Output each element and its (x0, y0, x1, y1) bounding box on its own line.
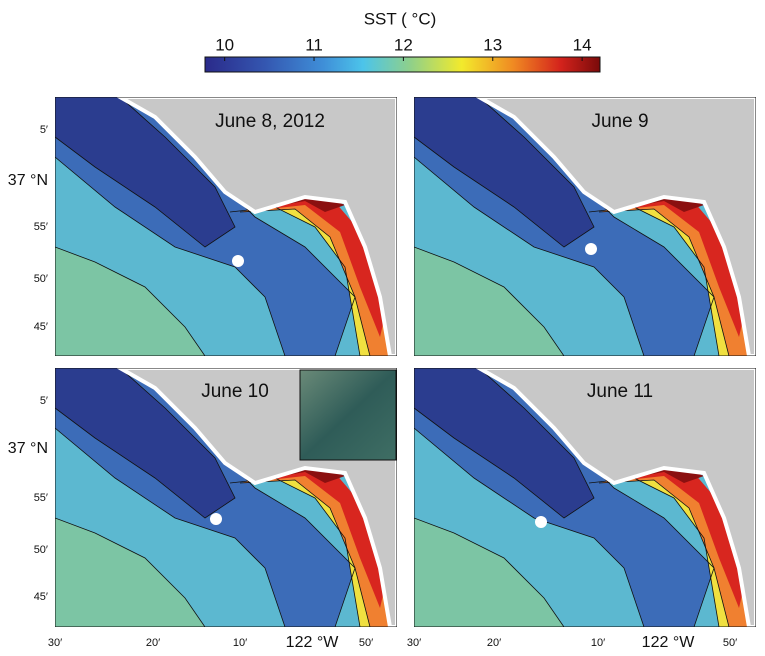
colorbar-tick-label: 11 (305, 35, 323, 54)
x-axis-label: 122 °W (642, 634, 696, 651)
x-axis-label: 50′ (359, 637, 373, 649)
colorbar (204, 56, 601, 73)
y-axis-label: 50′ (34, 273, 48, 285)
panel (414, 368, 756, 627)
y-axis-label: 45′ (34, 591, 48, 603)
x-axis-label: 30′ (48, 637, 62, 649)
panel (414, 97, 756, 356)
colorbar-tick-label: 13 (483, 35, 502, 54)
x-axis-label: 10′ (233, 637, 247, 649)
x-axis-label: 122 °W (286, 634, 340, 651)
x-axis-label: 20′ (146, 637, 160, 649)
y-axis-label: 50′ (34, 544, 48, 556)
y-axis-label: 45′ (34, 321, 48, 333)
inset-photo (299, 369, 397, 461)
panel (55, 97, 397, 356)
x-axis-label: 20′ (487, 637, 501, 649)
panel (55, 368, 397, 627)
x-axis-label: 10′ (591, 637, 605, 649)
panel-title: June 9 (591, 111, 648, 132)
panel-title: June 8, 2012 (215, 111, 325, 132)
colorbar-tick-label: 10 (215, 35, 234, 54)
y-axis-label: 55′ (34, 221, 48, 233)
colorbar-tick-label: 14 (573, 35, 592, 54)
x-axis-label: 50′ (723, 637, 737, 649)
panel-title: June 11 (587, 381, 653, 402)
y-axis-label: 55′ (34, 492, 48, 504)
y-axis-label: 37 °N (8, 440, 48, 457)
y-axis-label: 37 °N (8, 172, 48, 189)
colorbar-title: SST ( °C) (364, 9, 437, 28)
panel-title: June 10 (201, 381, 269, 402)
y-axis-label: 5′ (40, 395, 48, 407)
y-axis-label: 5′ (40, 124, 48, 136)
x-axis-label: 30′ (407, 637, 421, 649)
colorbar-tick-label: 12 (394, 35, 413, 54)
